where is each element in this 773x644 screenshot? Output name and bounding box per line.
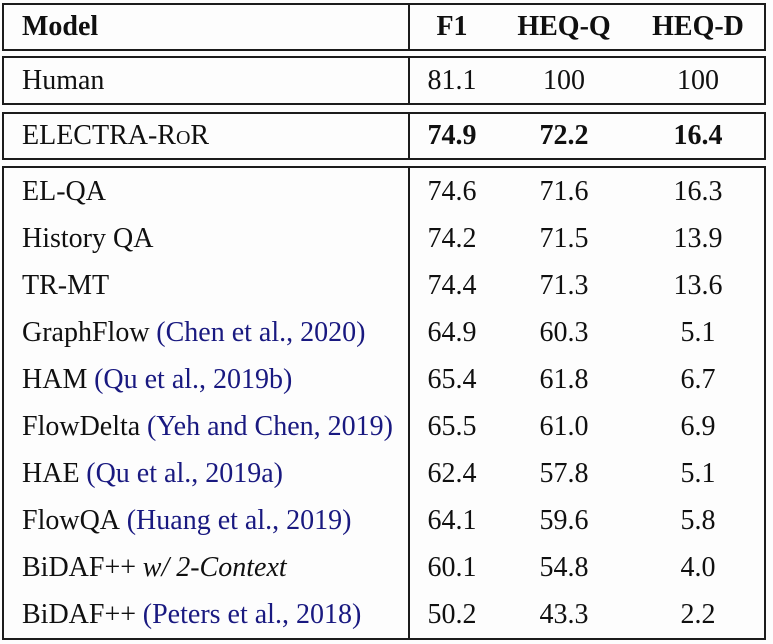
metric-heqd: 4.0 xyxy=(680,551,716,583)
column-header-model-cell: Model xyxy=(4,5,410,49)
model-cell: BiDAF++ (Peters et al., 2018) xyxy=(4,591,410,638)
metric-heqq: 43.3 xyxy=(539,598,589,630)
metric-f1: 64.9 xyxy=(427,316,477,348)
human-section: Human 81.1 100 100 xyxy=(2,56,766,105)
metric-heqq: 54.8 xyxy=(539,551,589,583)
citation-link[interactable]: (Qu et al., 2019a) xyxy=(86,457,283,489)
metric-heqd: 13.9 xyxy=(673,222,723,254)
header-row: Model F1 HEQ-Q HEQ-D xyxy=(4,5,764,49)
column-header-f1: F1 xyxy=(436,11,468,42)
model-name: FlowDelta xyxy=(22,410,141,442)
metric-heqq: 71.5 xyxy=(539,222,589,254)
column-header-heqd: HEQ-D xyxy=(652,11,744,42)
metric-heqq: 59.6 xyxy=(539,504,589,536)
citation-link[interactable]: (Peters et al., 2018) xyxy=(142,598,362,630)
citation-link[interactable]: (Chen et al., 2020) xyxy=(156,316,366,348)
table-row: TR-MT 74.4 71.3 13.6 xyxy=(4,262,764,309)
metric-f1: 65.5 xyxy=(427,410,477,442)
model-name: History QA xyxy=(22,222,154,254)
metric-f1: 81.1 xyxy=(427,64,477,96)
model-cell: History QA xyxy=(4,215,410,262)
model-cell: FlowDelta (Yeh and Chen, 2019) xyxy=(4,403,410,450)
metric-heqq: 100 xyxy=(543,64,585,96)
metric-heqd: 16.3 xyxy=(673,175,723,207)
citation-link[interactable]: (Yeh and Chen, 2019) xyxy=(146,410,393,442)
table-row: BiDAF++ (Peters et al., 2018) 50.2 43.3 2… xyxy=(4,591,764,638)
model-name: HAE xyxy=(22,457,80,489)
metric-heqd: 6.9 xyxy=(680,410,716,442)
metric-f1: 74.2 xyxy=(427,222,477,254)
metric-heqd: 13.6 xyxy=(673,269,723,301)
metric-heqq: 60.3 xyxy=(539,316,589,348)
metric-f1: 50.2 xyxy=(427,598,477,630)
metric-heqd: 5.8 xyxy=(680,504,716,536)
model-name: EL-QA xyxy=(22,175,106,207)
column-header-heqq: HEQ-Q xyxy=(517,11,611,42)
table-row: FlowDelta (Yeh and Chen, 2019) 65.5 61.0 … xyxy=(4,403,764,450)
metric-f1: 64.1 xyxy=(427,504,477,536)
metric-heqd: 2.2 xyxy=(680,598,716,630)
model-cell: GraphFlow (Chen et al., 2020) xyxy=(4,309,410,356)
model-name: ELECTRA-RoR xyxy=(22,120,210,151)
results-table: Model F1 HEQ-Q HEQ-D Human 81.1 100 100 … xyxy=(2,3,766,640)
table-header-section: Model F1 HEQ-Q HEQ-D xyxy=(2,3,766,51)
metric-heqq: 71.6 xyxy=(539,175,589,207)
model-cell: ELECTRA-RoR xyxy=(4,114,410,158)
table-row: FlowQA (Huang et al., 2019) 64.1 59.6 5.8 xyxy=(4,497,764,544)
model-name: FlowQA xyxy=(22,504,121,536)
metric-f1: 74.4 xyxy=(427,269,477,301)
model-cell: BiDAF++ w/ 2-Context xyxy=(4,544,410,591)
metric-heqq: 61.8 xyxy=(539,363,589,395)
metric-f1: 62.4 xyxy=(427,457,477,489)
model-cell: TR-MT xyxy=(4,262,410,309)
model-cell: HAE (Qu et al., 2019a) xyxy=(4,450,410,497)
table-row: History QA 74.2 71.5 13.9 xyxy=(4,215,764,262)
table-row: HAE (Qu et al., 2019a) 62.4 57.8 5.1 xyxy=(4,450,764,497)
table-row-electra-ror: ELECTRA-RoR 74.9 72.2 16.4 xyxy=(4,114,764,158)
table-row-human: Human 81.1 100 100 xyxy=(4,58,764,103)
model-cell: EL-QA xyxy=(4,168,410,215)
model-name: BiDAF++ xyxy=(22,551,137,583)
model-cell: FlowQA (Huang et al., 2019) xyxy=(4,497,410,544)
metric-heqq: 57.8 xyxy=(539,457,589,489)
model-name: GraphFlow xyxy=(22,316,150,348)
model-name: HAM xyxy=(22,363,88,395)
citation-link[interactable]: (Huang et al., 2019) xyxy=(126,504,352,536)
metric-heqq: 61.0 xyxy=(539,410,589,442)
model-name: BiDAF++ xyxy=(22,598,137,630)
citation-link[interactable]: (Qu et al., 2019b) xyxy=(94,363,293,395)
model-name: Human xyxy=(22,64,105,96)
metric-heqd: 5.1 xyxy=(680,316,716,348)
model-name-italic: w/ 2-Context xyxy=(142,551,287,583)
baselines-section: EL-QA 74.6 71.6 16.3 History QA 74.2 71.… xyxy=(2,166,766,640)
metric-heqd: 16.4 xyxy=(673,120,723,151)
table-row: BiDAF++ w/ 2-Context 60.1 54.8 4.0 xyxy=(4,544,764,591)
highlight-section: ELECTRA-RoR 74.9 72.2 16.4 xyxy=(2,112,766,160)
table-row: HAM (Qu et al., 2019b) 65.4 61.8 6.7 xyxy=(4,356,764,403)
model-cell: HAM (Qu et al., 2019b) xyxy=(4,356,410,403)
table-row: GraphFlow (Chen et al., 2020) 64.9 60.3 5… xyxy=(4,309,764,356)
column-header-model: Model xyxy=(22,11,99,42)
metric-heqq: 71.3 xyxy=(539,269,589,301)
metric-f1: 60.1 xyxy=(427,551,477,583)
metric-f1: 74.6 xyxy=(427,175,477,207)
metric-heqq: 72.2 xyxy=(539,120,589,151)
metric-heqd: 6.7 xyxy=(680,363,716,395)
metric-heqd: 5.1 xyxy=(680,457,716,489)
model-name: TR-MT xyxy=(22,269,110,301)
metric-f1: 74.9 xyxy=(427,120,477,151)
metric-f1: 65.4 xyxy=(427,363,477,395)
model-cell: Human xyxy=(4,58,410,103)
metric-heqd: 100 xyxy=(677,64,719,96)
table-row: EL-QA 74.6 71.6 16.3 xyxy=(4,168,764,215)
